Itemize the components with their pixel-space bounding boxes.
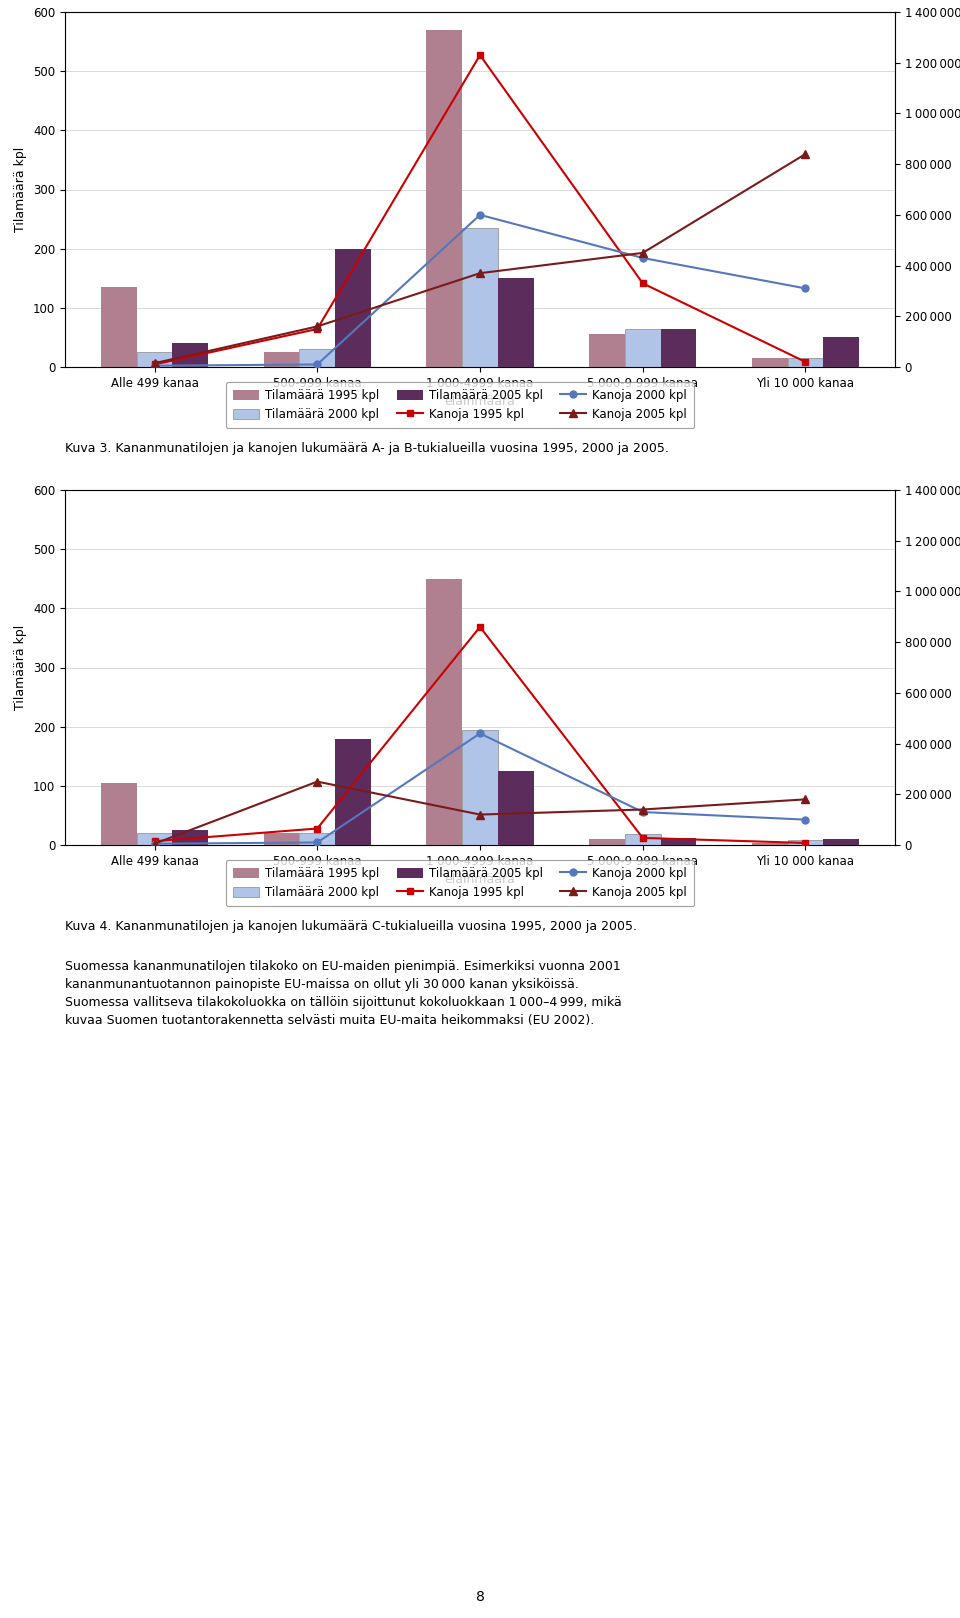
Bar — [660, 328, 696, 367]
Bar — [498, 278, 534, 367]
Bar — [426, 579, 462, 845]
Bar — [101, 286, 136, 367]
Bar — [498, 772, 534, 845]
Legend: Tilamäärä 1995 kpl, Tilamäärä 2000 kpl, Tilamäärä 2005 kpl, Kanoja 1995 kpl, Kan: Tilamäärä 1995 kpl, Tilamäärä 2000 kpl, … — [226, 382, 694, 429]
Text: Kuva 3. Kananmunatilojen ja kanojen lukumäärä A- ja B-tukialueilla vuosina 1995,: Kuva 3. Kananmunatilojen ja kanojen luku… — [65, 442, 669, 455]
Bar — [462, 730, 498, 845]
Text: Suomessa vallitseva tilakokoluokka on tällöin sijoittunut kokoluokkaan 1 000–4 9: Suomessa vallitseva tilakokoluokka on tä… — [65, 997, 622, 1010]
Bar — [625, 328, 660, 367]
Legend: Tilamäärä 1995 kpl, Tilamäärä 2000 kpl, Tilamäärä 2005 kpl, Kanoja 1995 kpl, Kan: Tilamäärä 1995 kpl, Tilamäärä 2000 kpl, … — [226, 859, 694, 906]
Bar — [335, 738, 371, 845]
Bar — [335, 249, 371, 367]
X-axis label: eläinmäärä: eläinmäärä — [444, 874, 516, 887]
Text: Suomessa kananmunatilojen tilakoko on EU-maiden pienimpiä. Esimerkiksi vuonna 20: Suomessa kananmunatilojen tilakoko on EU… — [65, 959, 621, 972]
Bar — [101, 783, 136, 845]
Bar — [589, 335, 625, 367]
Bar — [660, 838, 696, 845]
Bar — [462, 228, 498, 367]
Bar — [752, 843, 787, 845]
Bar — [300, 349, 335, 367]
Bar — [752, 358, 787, 367]
Text: 8: 8 — [475, 1590, 485, 1603]
Bar — [264, 353, 300, 367]
Bar — [589, 840, 625, 845]
Bar — [787, 358, 824, 367]
Y-axis label: Tilamäärä kpl: Tilamäärä kpl — [14, 625, 28, 710]
X-axis label: eläinmäärä: eläinmäärä — [444, 395, 516, 408]
Y-axis label: Tilamäärä kpl: Tilamäärä kpl — [14, 147, 28, 231]
Bar — [173, 830, 208, 845]
Bar — [264, 833, 300, 845]
Bar — [824, 840, 859, 845]
Bar — [300, 833, 335, 845]
Text: kananmunantuotannon painopiste EU-maissa on ollut yli 30 000 kanan yksiköissä.: kananmunantuotannon painopiste EU-maissa… — [65, 977, 579, 990]
Text: Kuva 4. Kananmunatilojen ja kanojen lukumäärä C-tukialueilla vuosina 1995, 2000 : Kuva 4. Kananmunatilojen ja kanojen luku… — [65, 921, 637, 934]
Bar — [173, 343, 208, 367]
Bar — [136, 833, 173, 845]
Bar — [426, 29, 462, 367]
Bar — [787, 840, 824, 845]
Bar — [625, 835, 660, 845]
Bar — [824, 338, 859, 367]
Bar — [136, 353, 173, 367]
Text: kuvaa Suomen tuotantorakennetta selvästi muita EU-maita heikommaksi (EU 2002).: kuvaa Suomen tuotantorakennetta selvästi… — [65, 1014, 594, 1027]
